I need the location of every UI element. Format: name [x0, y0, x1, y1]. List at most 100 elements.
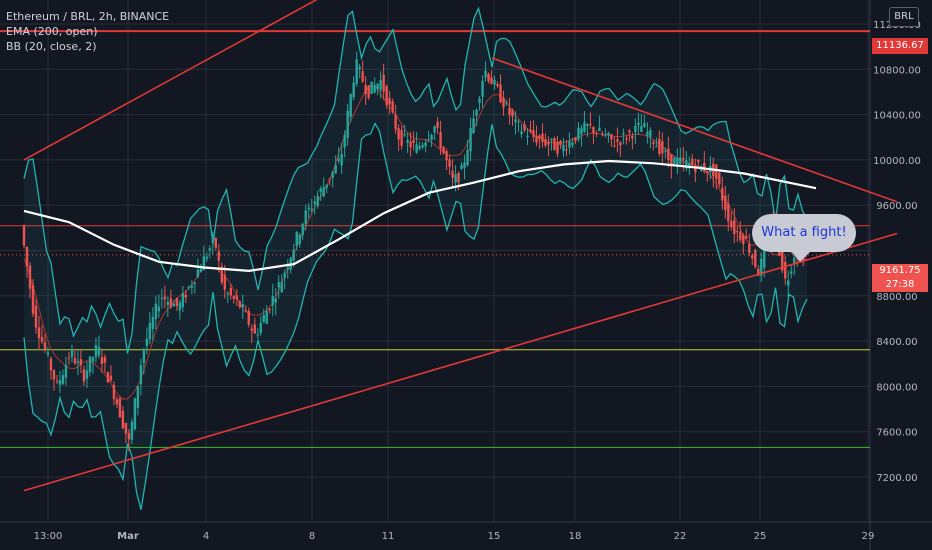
time-tick-label: 11 [382, 531, 395, 542]
candle-body [322, 186, 325, 197]
candle-body [667, 148, 670, 161]
candle-body [154, 303, 158, 320]
candle-body [421, 144, 424, 148]
candle-body [316, 195, 319, 206]
candle-body [373, 85, 376, 93]
currency-button[interactable]: BRL [889, 7, 919, 27]
candle-body [301, 223, 304, 236]
candle-body [271, 295, 274, 306]
candle-body [751, 255, 754, 259]
price-tick-label: 7600.00 [876, 428, 917, 439]
candle-body [34, 305, 38, 328]
candle-body [472, 118, 475, 133]
candle-body [661, 141, 664, 154]
candle-body [439, 132, 442, 149]
candle-body [379, 80, 382, 90]
candle-body [526, 135, 529, 137]
trendline-3[interactable] [491, 57, 898, 203]
candle-body [757, 268, 760, 276]
candle-body [148, 322, 152, 340]
candle-body [157, 306, 161, 312]
symbol-title[interactable]: Ethereum / BRL, 2h, BINANCE [6, 10, 170, 23]
candle-body [103, 357, 107, 363]
candle-body [52, 370, 56, 380]
candle-body [736, 231, 739, 233]
candle-body [286, 267, 289, 270]
candle-body [427, 139, 430, 141]
candle-body [364, 85, 367, 95]
candle-body [541, 133, 544, 143]
candle-body [334, 164, 337, 174]
candle-body [361, 71, 364, 82]
candle-body [331, 171, 334, 178]
candle-body [574, 137, 577, 142]
candle-body [532, 130, 535, 137]
candle-body [616, 139, 619, 142]
candle-body [151, 317, 155, 330]
ema-200-line[interactable] [23, 159, 817, 273]
candle-body [208, 248, 212, 251]
candle-body [514, 119, 517, 123]
bar-countdown-label: 27:38 [872, 278, 928, 292]
candle-body [460, 165, 463, 170]
candle-body [166, 302, 170, 305]
candle-body [652, 142, 655, 145]
candle-body [94, 345, 98, 357]
candle-body [265, 310, 268, 324]
trendline-2[interactable] [23, 232, 898, 492]
indicator-bb-label[interactable]: BB (20, close, 2) [6, 40, 97, 53]
candle-body [589, 123, 592, 125]
candle-body [211, 236, 215, 243]
candle-body [328, 178, 331, 180]
candle-body [787, 280, 790, 286]
candle-body [76, 361, 80, 364]
price-tick-label: 8400.00 [876, 337, 917, 348]
candle-body [583, 122, 586, 132]
candle-body [394, 114, 397, 130]
candle-body [520, 131, 523, 134]
candle-body [385, 86, 388, 105]
candle-body [22, 225, 26, 246]
bollinger-upper [23, 6, 808, 354]
horizontal-grid [0, 23, 870, 478]
time-axis: 13:00 Mar 4 8 11 15 18 22 25 29 [34, 531, 875, 542]
candle-body [640, 126, 643, 132]
candle-body [430, 134, 433, 140]
candle-body [298, 234, 301, 244]
candle-body [436, 121, 439, 128]
candle-body [673, 157, 676, 164]
candle-body [358, 66, 361, 70]
candle-body [64, 365, 68, 378]
candle-body [280, 281, 283, 293]
candle-body [790, 271, 793, 274]
candle-body [184, 294, 188, 298]
candle-body [196, 269, 200, 277]
candle-body [670, 154, 673, 167]
candle-body [382, 74, 385, 92]
candle-body [565, 149, 568, 151]
candle-body [202, 256, 206, 271]
candle-body [718, 172, 721, 185]
candle-body [493, 80, 496, 85]
annotation-callout[interactable]: What a fight! [752, 214, 856, 252]
candle-body [592, 127, 595, 134]
candle-body [169, 298, 173, 308]
trendline-1[interactable] [23, 0, 330, 161]
candle-body [244, 310, 247, 312]
candle-body [484, 70, 487, 78]
bollinger-lower [23, 122, 808, 510]
candle-body [607, 132, 610, 135]
candle-body [706, 170, 709, 174]
candle-body [553, 138, 556, 151]
candle-body [691, 158, 694, 166]
candle-body [481, 80, 484, 97]
candle-body [337, 158, 340, 162]
candle-body [538, 135, 541, 140]
candle-body [61, 375, 65, 384]
candle-body [634, 125, 637, 133]
indicator-ema-label[interactable]: EMA (200, open) [6, 25, 98, 38]
candle-body [370, 81, 373, 94]
candle-body [697, 159, 700, 163]
